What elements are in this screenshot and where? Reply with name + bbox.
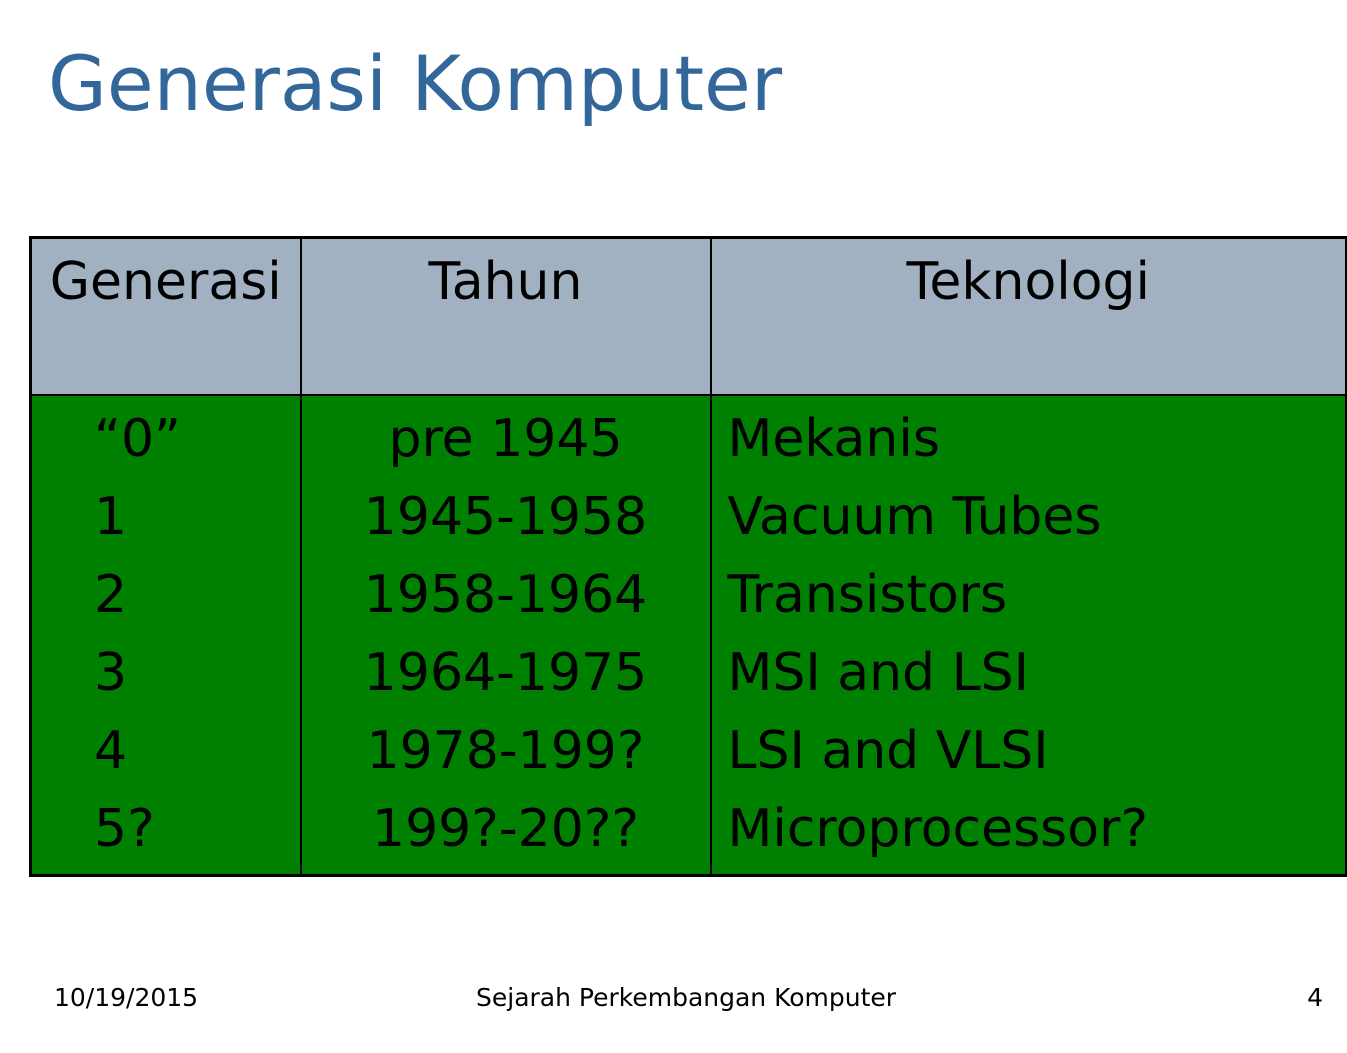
header-teknologi: Teknologi [710, 237, 1347, 396]
generasi-cell: 1 [94, 487, 128, 547]
teknologi-cell: MSI and LSI [727, 643, 1029, 703]
footer-date: 10/19/2015 [54, 983, 199, 1012]
generasi-column: “0” 1 2 3 4 5? [30, 395, 302, 876]
tahun-cell: 1978-199? [366, 721, 645, 781]
tahun-cell: pre 1945 [388, 409, 623, 469]
generasi-cell: 5? [94, 799, 155, 859]
tahun-cell: 1958-1964 [363, 565, 648, 625]
generasi-cell: “0” [94, 409, 181, 469]
header-generasi: Generasi [30, 237, 302, 396]
tahun-cell: 1945-1958 [363, 487, 648, 547]
teknologi-cell: Vacuum Tubes [727, 487, 1102, 547]
page-number: 4 [1307, 983, 1323, 1012]
teknologi-cell: Mekanis [727, 409, 940, 469]
teknologi-column: Mekanis Vacuum Tubes Transistors MSI and… [710, 395, 1347, 876]
teknologi-cell: Microprocessor? [727, 799, 1149, 859]
teknologi-cell: LSI and VLSI [727, 721, 1049, 781]
header-tahun: Tahun [300, 237, 712, 396]
footer-title: Sejarah Perkembangan Komputer [476, 983, 897, 1012]
generasi-cell: 3 [94, 643, 128, 703]
slide-title: Generasi Komputer [48, 39, 783, 128]
generasi-cell: 2 [94, 565, 128, 625]
tahun-cell: 199?-20?? [372, 799, 639, 859]
teknologi-cell: Transistors [727, 565, 1008, 625]
tahun-cell: 1964-1975 [363, 643, 648, 703]
generation-table: Generasi Tahun Teknologi “0” 1 2 3 4 5? … [29, 236, 1347, 877]
table-header-row: Generasi Tahun Teknologi [30, 237, 1347, 396]
table-body-row: “0” 1 2 3 4 5? pre 1945 1945-1958 1958-1… [30, 395, 1347, 876]
tahun-column: pre 1945 1945-1958 1958-1964 1964-1975 1… [300, 395, 712, 876]
generasi-cell: 4 [94, 721, 128, 781]
